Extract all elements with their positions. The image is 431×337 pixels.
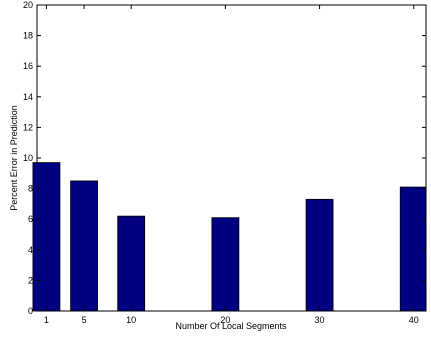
bar-10 <box>117 215 146 312</box>
y-axis-label: Percent Error in Prediction <box>9 105 19 211</box>
bar-30 <box>305 198 334 312</box>
y-tick-label: 18 <box>23 31 33 41</box>
y-tick-label: 8 <box>28 184 33 194</box>
y-tick-label: 2 <box>28 275 33 285</box>
bar-1 <box>32 162 61 312</box>
y-tick-label: 0 <box>28 306 33 316</box>
y-tick-label: 12 <box>23 122 33 132</box>
x-tick-label: 10 <box>126 315 136 325</box>
x-tick-label: 5 <box>82 315 87 325</box>
y-tick-label: 10 <box>23 153 33 163</box>
bar-5 <box>70 180 98 312</box>
x-axis-label: Number Of Local Segments <box>175 321 287 331</box>
y-tick-label: 6 <box>28 214 33 224</box>
bars-group <box>32 162 427 312</box>
x-axis-ticks: 1 5 10 20 30 40 <box>44 5 419 325</box>
x-tick-label: 40 <box>409 315 419 325</box>
y-tick-label: 20 <box>23 0 33 10</box>
bar-40 <box>399 186 427 312</box>
x-tick-label: 30 <box>315 315 325 325</box>
x-tick-label: 1 <box>44 315 49 325</box>
x-tick-label: 20 <box>220 315 230 325</box>
bar-20 <box>211 217 240 312</box>
y-axis-ticks: 0 2 4 6 8 10 12 14 16 18 20 <box>23 0 426 316</box>
y-tick-label: 4 <box>28 245 33 255</box>
y-tick-label: 14 <box>23 92 33 102</box>
y-tick-label: 16 <box>23 61 33 71</box>
